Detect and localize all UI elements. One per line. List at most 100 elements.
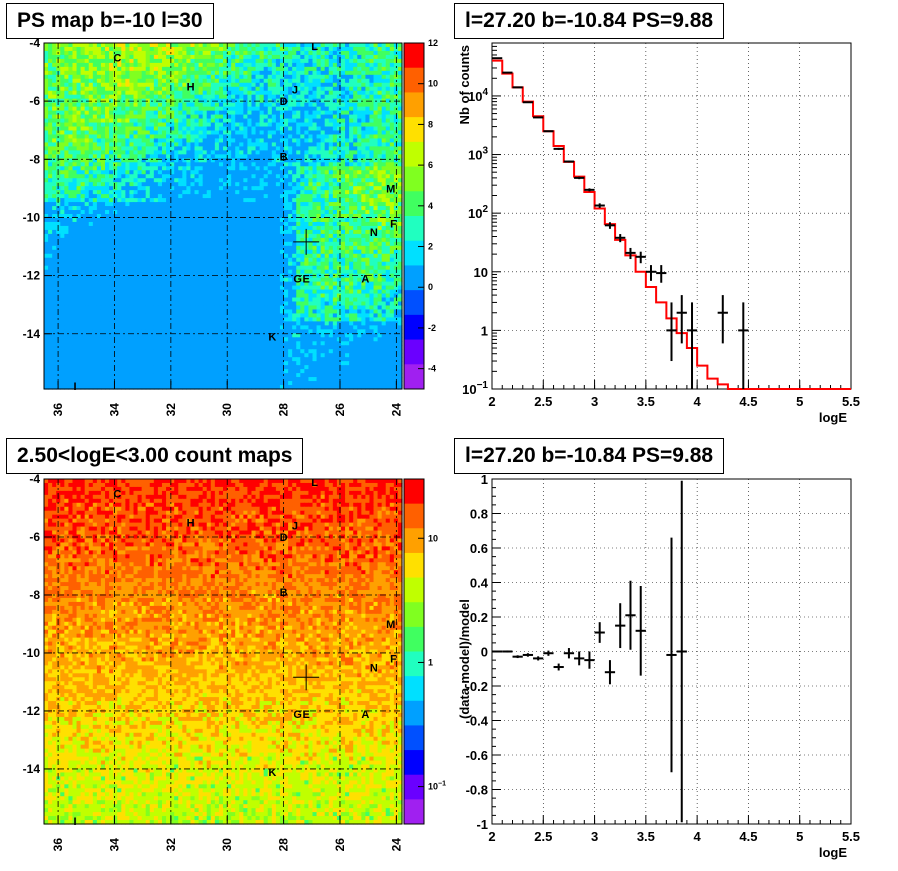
ps-map-cell [349, 43, 354, 48]
ps-map-cell [166, 257, 171, 263]
ps-map-cell [137, 170, 143, 175]
ps-map-cell [247, 58, 253, 64]
ps-map-cell [88, 102, 94, 108]
ps-map-cell [186, 62, 192, 68]
ps-map-cell [129, 102, 135, 108]
ps-map-cell [259, 70, 265, 76]
ps-map-cell [267, 118, 273, 124]
ps-map-cell [218, 261, 224, 267]
ps-map-cell [284, 237, 289, 243]
ps-map-cell [60, 46, 65, 52]
ps-map-cell [133, 221, 139, 227]
ps-map-cell [381, 221, 387, 227]
ps-map-cell [271, 198, 277, 203]
ps-map-cell [304, 162, 310, 167]
ps-map-cell [125, 54, 131, 60]
ps-map-cell [129, 162, 135, 167]
ps-map-cell [397, 118, 403, 124]
ps-map-cell [92, 122, 98, 128]
ps-map-cell [275, 221, 281, 227]
ps-map-cell [349, 114, 354, 120]
ps-map-cell [304, 217, 310, 223]
ps-map-cell [324, 114, 330, 120]
ps-map-cell [275, 237, 281, 243]
ps-map-cell [117, 178, 122, 183]
ps-map-cell [263, 98, 269, 104]
ps-map-cell [223, 142, 228, 148]
ps-map-cell [231, 130, 236, 136]
ps-map-cell [88, 58, 94, 64]
ps-map-cell [214, 214, 220, 219]
ps-map-cell [255, 241, 261, 247]
ps-map-cell [353, 70, 358, 76]
ps-map-cell [320, 110, 326, 116]
ps-map-cell [198, 261, 204, 267]
ps-map-cell [206, 186, 212, 191]
ps-map-cell [96, 50, 102, 56]
ps-map-cell [121, 241, 126, 247]
ps-map-cell [145, 54, 151, 60]
ps-map-cell [113, 150, 118, 155]
ps-map-cell [235, 221, 240, 227]
ps-map-cell [385, 245, 391, 251]
ps-map-cell [145, 166, 151, 171]
ps-map-cell [267, 233, 273, 239]
ps-map-cell [202, 154, 208, 159]
ps-map-cell [316, 225, 322, 231]
ps-map-cell [88, 43, 94, 48]
ps-map-cell [328, 126, 334, 132]
ps-map-cell [60, 150, 65, 155]
ps-map-cell [117, 194, 122, 199]
ps-map-cell [105, 202, 110, 207]
ps-map-cell [80, 253, 86, 259]
ps-map-cell [166, 190, 171, 195]
ps-map-cell [357, 62, 362, 68]
ps-map-cell [210, 225, 216, 231]
ps-map-cell [255, 110, 261, 116]
ps-map-cell [92, 245, 98, 251]
ps-map-cell [349, 90, 354, 96]
ps-map-cell [210, 94, 216, 100]
ps-map-cell [353, 114, 358, 120]
ps-map-cell [275, 146, 281, 151]
ps-map-cell [239, 78, 244, 84]
ps-map-cell [141, 43, 147, 48]
ps-map-cell [361, 241, 366, 247]
ps-map-cell [312, 122, 318, 128]
ps-map-cell [206, 94, 212, 100]
ps-map-cell [349, 217, 354, 223]
ps-map-cell [190, 162, 196, 167]
ps-map-cell [332, 174, 338, 179]
ps-map-cell [316, 154, 322, 159]
ps-map-cell [218, 257, 224, 263]
ps-map-cell [369, 217, 375, 223]
ps-map-cell [349, 130, 354, 136]
ps-map-cell [125, 261, 131, 267]
ps-map-cell [137, 90, 143, 96]
ps-map-cell [125, 170, 131, 175]
ps-map-cell [353, 126, 358, 132]
ps-map-cell [113, 62, 118, 68]
ps-map-cell [218, 241, 224, 247]
ps-map-cell [121, 217, 126, 223]
ps-map-cell [332, 118, 338, 124]
ps-map-cell [336, 253, 342, 259]
ps-map-cell [353, 186, 358, 191]
ps-map-cell [145, 62, 151, 68]
ps-map-cell [149, 237, 155, 243]
ps-map-cell [44, 170, 49, 175]
ps-map-cell [88, 253, 94, 259]
ps-map-cell [56, 221, 61, 227]
ps-map-cell [198, 245, 204, 251]
ps-map-cell [157, 217, 163, 223]
ps-map-cell [186, 253, 192, 259]
ps-map-cell [190, 62, 196, 68]
ps-map-cell [198, 241, 204, 247]
ps-map-cell [332, 198, 338, 203]
ps-map-cell [149, 162, 155, 167]
ps-map-cell [332, 146, 338, 151]
ps-map-cell [190, 46, 196, 52]
ps-map-cell [357, 257, 362, 263]
ps-map-cell [194, 86, 200, 92]
ps-map-cell [88, 162, 94, 167]
